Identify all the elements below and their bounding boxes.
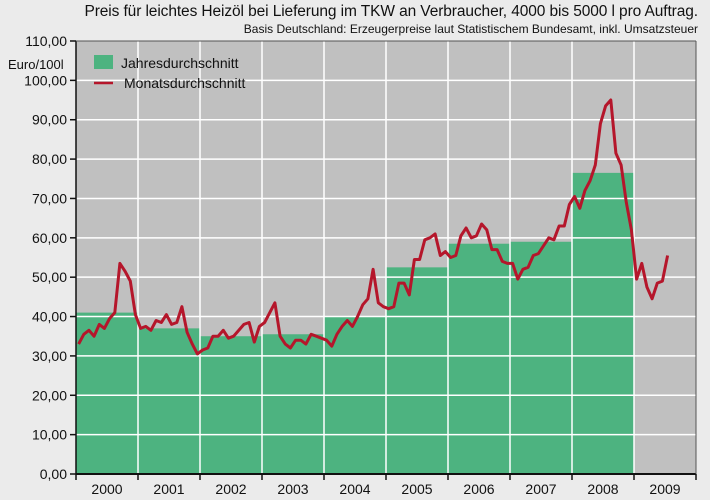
y-tick-label: 60,00 (32, 230, 67, 246)
legend-label-bar: Jahresdurchschnitt (121, 55, 239, 71)
monthly-average-line (77, 98, 670, 356)
y-tick-label: 80,00 (32, 151, 67, 167)
legend: Jahresdurchschnitt Monatsdurchschnitt (94, 55, 246, 91)
x-tick-label: 2007 (525, 481, 556, 497)
y-axis-unit-label: Euro/100l (8, 57, 64, 72)
bar-2008 (572, 172, 634, 475)
x-axis-ticks: 2000 2001 2002 2003 2004 2005 2006 2007 2008 2009 (75, 474, 697, 497)
y-tick-label: 100,00 (24, 72, 67, 88)
bar-2002 (200, 336, 262, 474)
y-tick-label: 70,00 (32, 190, 67, 206)
annual-average-bars (76, 172, 634, 475)
y-tick-label: 50,00 (32, 269, 67, 285)
chart-subtitle: Basis Deutschland: Erzeugerpreise laut S… (243, 22, 698, 36)
legend-swatch-bar (94, 55, 113, 69)
x-tick-label: 2003 (277, 481, 308, 497)
x-tick-label: 2002 (215, 481, 246, 497)
chart-title: Preis für leichtes Heizöl bei Lieferung … (84, 3, 698, 20)
gridlines (76, 41, 696, 474)
bar-2006 (448, 243, 510, 474)
y-tick-label: 0,00 (40, 466, 67, 482)
x-tick-label: 2005 (401, 481, 432, 497)
x-tick-label: 2004 (339, 481, 370, 497)
x-tick-label: 2008 (587, 481, 618, 497)
y-tick-label: 110,00 (25, 33, 67, 49)
bar-2003 (262, 334, 324, 474)
y-tick-label: 90,00 (32, 112, 67, 128)
x-tick-label: 2006 (463, 481, 494, 497)
x-tick-label: 2000 (91, 481, 122, 497)
legend-label-line: Monatsdurchschnitt (124, 75, 246, 91)
x-tick-label: 2001 (153, 481, 184, 497)
x-tick-label: 2009 (649, 481, 680, 497)
bar-2000 (76, 312, 138, 474)
y-tick-label: 20,00 (32, 387, 67, 403)
y-tick-label: 30,00 (32, 348, 67, 364)
y-tick-label: 10,00 (32, 427, 67, 443)
bar-2001 (138, 328, 200, 474)
y-tick-label: 40,00 (32, 309, 67, 325)
y-axis-ticks: 0,00 10,00 20,00 30,00 40,00 50,00 60,00 70,00 8… (24, 33, 76, 482)
